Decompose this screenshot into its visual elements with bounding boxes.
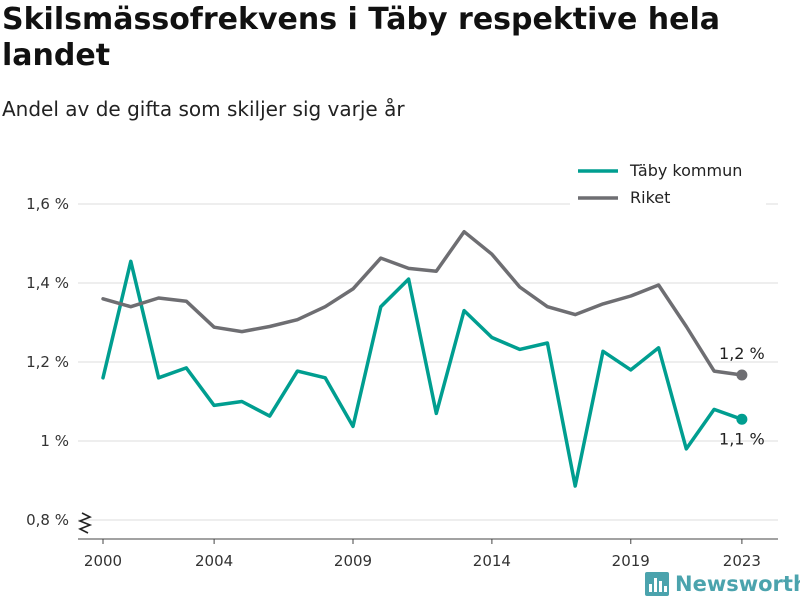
legend-label-1: Täby kommun	[629, 161, 742, 180]
x-tick-label: 2004	[195, 552, 233, 570]
y-tick-label: 1 %	[40, 432, 69, 450]
brand-name: Newsworthy	[675, 572, 800, 596]
grid-layer: 0,8 % 1 % 1,2 % 1,4 % 1,6 %	[26, 195, 778, 529]
series-end-point-1	[736, 413, 748, 425]
legend: Täby kommun Riket	[570, 156, 766, 210]
x-tick-label: 2014	[473, 552, 511, 570]
series-line-2	[101, 229, 744, 377]
chart-title: Skilsmässofrekvens i Täby respektive hel…	[2, 2, 720, 73]
y-tick-label: 1,6 %	[26, 195, 69, 213]
y-tick-label: 0,8 %	[26, 511, 69, 529]
legend-label-2: Riket	[630, 188, 670, 207]
x-tick-label: 2023	[723, 552, 761, 570]
series-line-1	[101, 259, 744, 488]
series-end-point-2	[736, 369, 748, 381]
x-tick-label: 2009	[334, 552, 372, 570]
x-tick-label: 2000	[84, 552, 122, 570]
bar-chart-logo-icon	[645, 572, 669, 596]
newsworthy-logo: Newsworthy	[645, 569, 800, 599]
chart-subtitle: Andel av de gifta som skiljer sig varje …	[2, 97, 405, 121]
series-end-label-2: 1,2 %	[719, 344, 765, 363]
series-end-label-1: 1,1 %	[719, 429, 765, 448]
axis-break-icon	[77, 512, 93, 534]
x-axis: 2000 2004 2009 2014 2019 2023	[77, 512, 778, 570]
series-layer: 1,1 % 1,2 %	[101, 229, 765, 488]
x-tick-label: 2019	[612, 552, 650, 570]
y-tick-label: 1,2 %	[26, 353, 69, 371]
y-tick-label: 1,4 %	[26, 274, 69, 292]
